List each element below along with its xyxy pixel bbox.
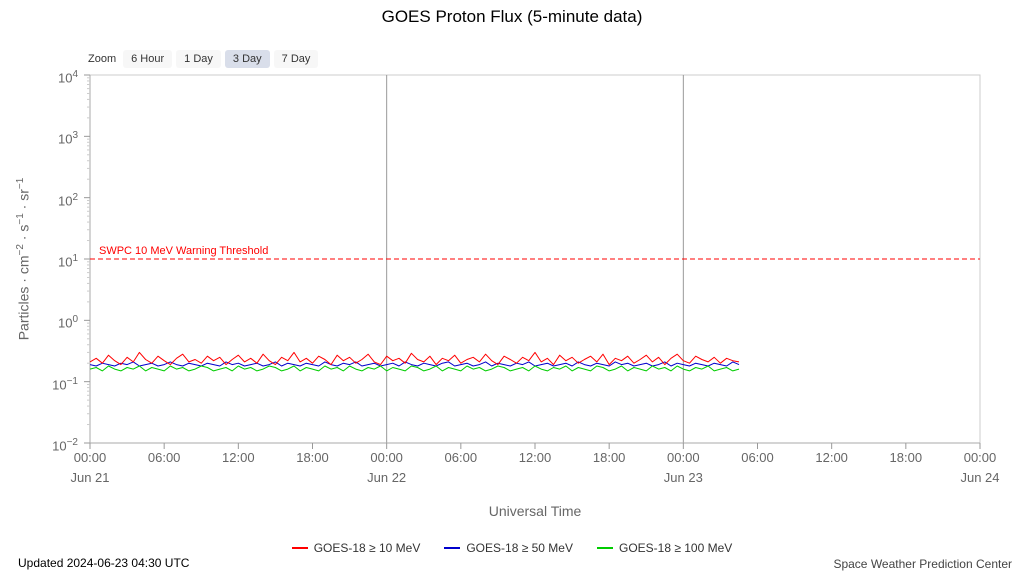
zoom-button-1-day[interactable]: 1 Day	[176, 50, 221, 68]
x-date-label: Jun 21	[70, 470, 110, 485]
legend-label: GOES-18 ≥ 100 MeV	[618, 541, 733, 555]
x-tick-label: 00:00	[370, 450, 403, 465]
x-axis-title: Universal Time	[488, 503, 582, 519]
x-date-label: Jun 23	[663, 470, 703, 485]
series-line-1	[89, 361, 740, 367]
y-tick-label: 104	[57, 69, 78, 86]
y-tick-label: 10−1	[52, 375, 78, 392]
x-date-label: Jun 24	[960, 470, 1000, 485]
zoom-button-3-day[interactable]: 3 Day	[224, 50, 270, 68]
legend-item-goes18-10mev[interactable]: GOES-18 ≥ 10 MeV	[291, 541, 421, 555]
x-tick-label: 06:00	[147, 450, 181, 465]
legend-label: GOES-18 ≥ 10 MeV	[313, 541, 421, 555]
zoom-caption: Zoom	[88, 53, 117, 65]
legend-item-goes18-100mev[interactable]: GOES-18 ≥ 100 MeV	[596, 541, 733, 555]
threshold-label: SWPC 10 MeV Warning Threshold	[99, 245, 269, 257]
y-tick-label: 100	[57, 314, 78, 331]
y-tick-label: 103	[57, 130, 78, 147]
x-tick-label: 00:00	[73, 450, 107, 465]
y-axis-title: Particles · cm−2 · s−1 · sr−1	[15, 177, 32, 341]
legend-swatch	[444, 547, 461, 549]
series-line-0	[89, 351, 740, 366]
x-tick-label: 12:00	[222, 450, 255, 465]
x-date-label: Jun 22	[367, 470, 407, 485]
x-tick-label: 12:00	[815, 450, 848, 465]
source-credit: Space Weather Prediction Center	[833, 557, 1012, 571]
series-line-2	[89, 365, 740, 372]
x-tick-label: 00:00	[667, 450, 700, 465]
zoom-button-6-hour[interactable]: 6 Hour	[123, 50, 173, 68]
x-tick-label: 12:00	[518, 450, 552, 465]
legend-label: GOES-18 ≥ 50 MeV	[466, 541, 573, 555]
chart-title: GOES Proton Flux (5-minute data)	[381, 7, 643, 26]
legend-swatch	[291, 547, 308, 549]
x-tick-label: 06:00	[741, 450, 774, 465]
x-tick-label: 18:00	[592, 450, 626, 465]
legend-swatch	[596, 547, 613, 549]
x-tick-label: 18:00	[889, 450, 923, 465]
x-tick-label: 06:00	[444, 450, 478, 465]
x-tick-label: 18:00	[296, 450, 329, 465]
updated-timestamp: Updated 2024-06-23 04:30 UTC	[18, 556, 190, 570]
y-tick-label: 102	[57, 191, 78, 208]
chart-legend: GOES-18 ≥ 10 MeV GOES-18 ≥ 50 MeV GOES-1…	[0, 541, 1024, 555]
legend-item-goes18-50mev[interactable]: GOES-18 ≥ 50 MeV	[444, 541, 573, 555]
zoom-range-selector: Zoom 6 Hour 1 Day 3 Day 7 Day	[88, 50, 319, 68]
zoom-button-7-day[interactable]: 7 Day	[273, 50, 319, 68]
y-tick-label: 101	[57, 253, 78, 270]
y-tick-label: 10−2	[52, 437, 78, 454]
x-tick-label: 00:00	[963, 450, 997, 465]
